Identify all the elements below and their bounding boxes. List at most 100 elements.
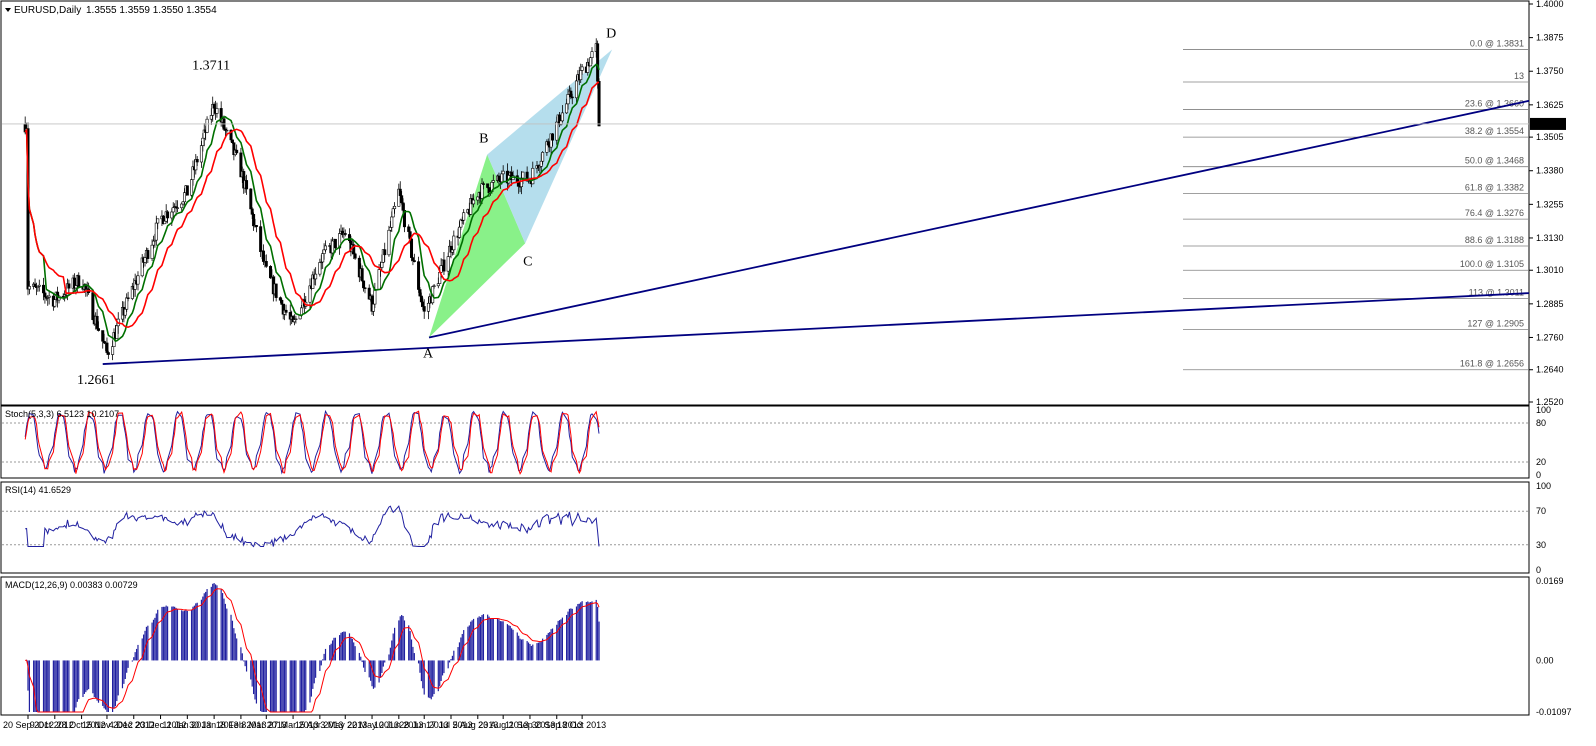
stoch-tick-label: 100: [1536, 405, 1551, 415]
ma-slow-line: [24, 81, 600, 329]
price-tick-label: 1.2640: [1536, 365, 1564, 375]
candle-body: [373, 288, 377, 305]
candle-body: [387, 229, 391, 256]
fib-level-label: 113 @ 1.3011: [1469, 287, 1524, 297]
time-tick-label: 23 Dec 2012: [136, 720, 187, 730]
fib-level-label: 50.0 @ 1.3468: [1465, 156, 1524, 166]
candle-body: [324, 245, 328, 251]
candle-body: [579, 70, 583, 81]
price-tick-label: 1.3255: [1536, 199, 1564, 209]
candle-body: [333, 238, 337, 249]
candle-body: [551, 133, 555, 141]
candle-body: [565, 103, 569, 114]
candle-body: [136, 275, 140, 285]
candle-body: [580, 66, 584, 71]
candle-body: [480, 183, 484, 199]
stoch-main-line: [24, 409, 600, 475]
fib-level-label: 38.2 @ 1.3554: [1465, 126, 1524, 136]
time-tick-label: 5 Aug 2013: [453, 720, 499, 730]
candle-body: [33, 283, 37, 287]
candle-body: [393, 205, 397, 210]
price-panel[interactable]: [0, 0, 1530, 406]
stoch-tick-label: 0: [1536, 470, 1541, 480]
macd-tick-label: 0.00: [1536, 655, 1554, 665]
candle-body: [347, 234, 351, 242]
candle-body: [432, 285, 436, 287]
candle-body: [398, 188, 402, 196]
rsi-label: RSI(14) 41.6529: [5, 485, 71, 495]
candle-body: [539, 160, 543, 167]
fib-level-label: 161.8 @ 1.2656: [1460, 359, 1524, 369]
candle-body: [402, 210, 406, 228]
candle-body: [321, 253, 325, 263]
time-tick-label: 11 Sep 2013: [505, 720, 555, 730]
candle-body: [156, 218, 160, 224]
rsi-panel[interactable]: [0, 481, 1530, 574]
stochastic-panel[interactable]: [0, 405, 1530, 479]
candle-body: [252, 214, 256, 227]
candle-body: [175, 207, 179, 209]
candle-body: [410, 238, 414, 258]
candle-body: [280, 299, 284, 305]
time-tick-label: 4 Dec 2012: [109, 720, 155, 730]
macd-signal-line: [25, 588, 600, 713]
candle-body: [67, 283, 71, 289]
time-tick-label: 3 May 2013: [320, 720, 367, 730]
fibonacci-extension[interactable]: 0.0 @ 1.3831 13 23.6 @ 1.3660 38.2 @ 1.3554…: [1183, 38, 1528, 371]
candle-body: [230, 139, 234, 144]
rsi-tick-label: 0: [1536, 565, 1541, 575]
time-tick-label: 9 Oct 2012: [30, 720, 74, 730]
candle-body: [245, 180, 249, 190]
candle-body: [201, 137, 205, 146]
long-term-support-trendline[interactable]: [102, 292, 1530, 365]
candle-body: [190, 179, 194, 196]
current-price-label: 1.3554: [1533, 119, 1561, 129]
fib-level-label: 100.0 @ 1.3105: [1460, 259, 1524, 269]
fib-level-label: 127 @ 1.2905: [1467, 318, 1524, 328]
candle-body: [278, 297, 282, 301]
rsi-tick-label: 30: [1536, 540, 1546, 550]
harmonic-abc-triangle[interactable]: [429, 154, 526, 338]
stoch-tick-label: 80: [1536, 418, 1546, 428]
price-tick-label: 1.3750: [1536, 66, 1564, 76]
candle-body: [541, 152, 545, 162]
time-tick-label: 15 Apr 2013: [295, 720, 344, 730]
annotation-C: C: [523, 254, 532, 269]
macd-panel[interactable]: [0, 576, 1530, 716]
annotation-1-3711: 1.3711: [192, 59, 230, 74]
candle-body: [205, 118, 209, 133]
trendlines[interactable]: [102, 99, 1530, 365]
time-tick-label: 30 Sep 2013: [532, 720, 583, 730]
macd-label: MACD(12,26,9) 0.00383 0.00729: [5, 580, 138, 590]
time-tick-label: 18 Feb 2013: [216, 720, 267, 730]
candle-body: [53, 299, 57, 307]
time-tick-label: 8 Mar 2013: [241, 720, 287, 730]
candle-body: [555, 121, 559, 141]
candle-body: [199, 145, 203, 163]
candle-body: [254, 225, 258, 227]
time-tick-label: 30 Jan 2013: [189, 720, 239, 730]
price-tick-label: 1.3875: [1536, 33, 1564, 43]
candle-body: [380, 261, 384, 268]
candle-body: [235, 149, 239, 154]
fib-level-label: 88.6 @ 1.3188: [1465, 235, 1524, 245]
candle-body: [264, 261, 268, 267]
candle-body: [154, 222, 158, 241]
rising-support-trendline[interactable]: [428, 99, 1530, 339]
candle-body: [462, 212, 466, 221]
dropdown-triangle-icon[interactable]: [5, 8, 11, 12]
harmonic-pattern[interactable]: [429, 49, 613, 338]
time-tick-label: 11 Jan 2013: [162, 720, 211, 730]
candle-body: [383, 249, 387, 256]
annotation-1-2661: 1.2661: [77, 373, 116, 388]
candle-body: [95, 315, 99, 329]
candle-body: [37, 284, 41, 287]
candle-body: [171, 207, 175, 213]
candle-body: [400, 195, 404, 204]
candle-body: [407, 226, 411, 232]
candle-body: [596, 43, 600, 82]
candle-body: [101, 330, 105, 342]
candle-body: [422, 306, 426, 312]
